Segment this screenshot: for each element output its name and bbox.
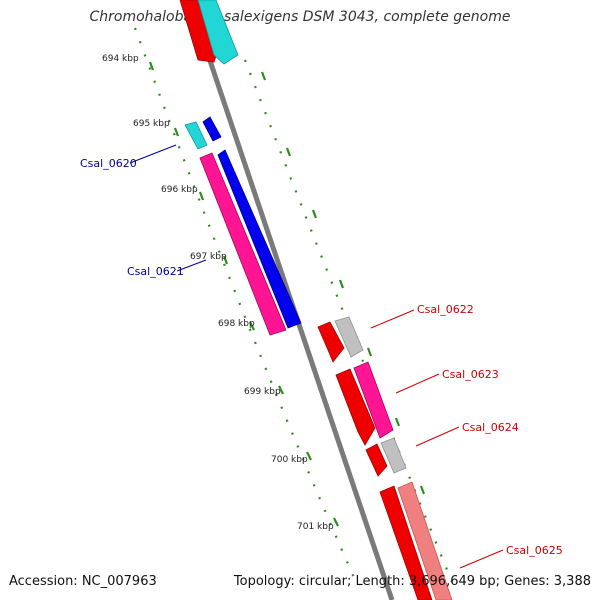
major-tick-695 [173,127,180,137]
gene-label-csal-0623: Csal_0623 [442,368,499,381]
major-tick-701 [333,517,339,527]
gene-csal-0622-gray [334,316,364,358]
gene-csal-0625-pink [397,481,453,600]
kbp-labels: 694 kbp 695 kbp 696 kbp 697 kbp 698 kbp … [102,54,334,532]
gene-csal-0621-blue [217,149,302,329]
genome-summary-text: Topology: circular; Length: 3,696,649 bp… [233,574,591,589]
leader-csal-0620 [129,144,177,164]
kbp-label: 701 kbp [297,522,334,532]
kbp-label: 700 kbp [271,455,308,465]
major-tick-696 [198,191,205,201]
gene-label-csal-0625: Csal_0625 [506,544,563,557]
inner-dotted-ring [243,59,454,583]
major-tick-694 [148,61,155,71]
kbp-label: 698 kbp [218,319,255,329]
accession-text: Accession: NC_007963 [9,574,157,589]
major-tick-697 [222,255,229,265]
gene-labels: Csal_0620 Csal_0621 Csal_0622 Csal_0623 … [80,157,563,557]
gene-label-csal-0622: Csal_0622 [417,303,474,316]
reverse-genes [317,316,453,600]
outer-dotted-ring [133,27,357,581]
gene-label-csal-0624: Csal_0624 [462,421,519,434]
gene-csal-0624-red [365,443,388,477]
gene-csal-0625-red [379,485,433,600]
gene-csal-0620 [184,121,208,150]
major-tick-700 [306,451,312,461]
kbp-label: 696 kbp [161,185,198,195]
gene-csal-0623-red [335,368,376,446]
gene-csal-0623-magenta [353,361,394,439]
gene-csal-0621-magenta [199,152,287,336]
gene-csal-0624-gray [380,437,407,474]
leader-csal-0622 [370,309,415,329]
gene-small-blue [202,116,222,142]
leader-csal-0625 [459,549,504,569]
kbp-label: 694 kbp [102,54,139,64]
kbp-label: 699 kbp [244,387,281,397]
kbp-label: 697 kbp [190,252,227,262]
forward-genes [179,0,302,336]
leader-csal-0621 [176,259,207,272]
gene-label-csal-0621: Csal_0621 [127,265,184,278]
gene-cyan-top [197,0,239,65]
leader-csal-0623 [395,373,440,394]
leader-csal-0624 [415,426,460,447]
kbp-label: 695 kbp [133,119,170,129]
major-tick-699 [278,385,284,395]
gene-csal-0622-red [317,321,345,363]
gene-label-csal-0620: Csal_0620 [80,157,137,170]
label-leaders [129,144,504,569]
major-tick-698 [249,321,255,331]
